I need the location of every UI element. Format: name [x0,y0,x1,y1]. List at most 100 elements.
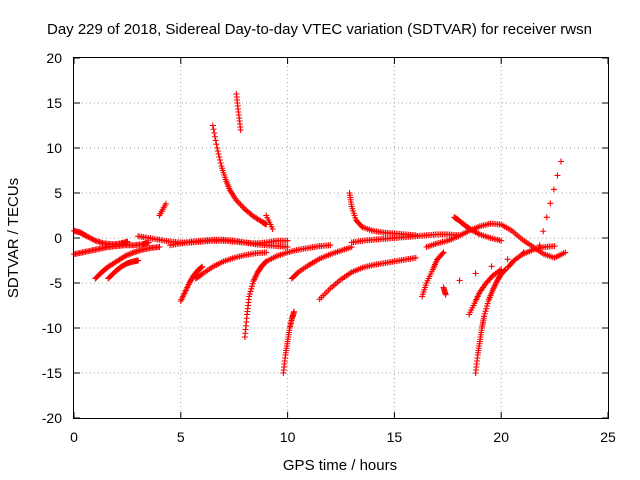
data-point [215,151,222,157]
series-arc-v [504,243,558,271]
data-point [540,228,547,235]
y-tick-label: 5 [54,185,62,201]
y-tick-label: -15 [42,365,62,381]
data-point [550,186,557,193]
data-point [439,250,446,257]
y-tick-label: -20 [42,410,62,426]
data-point [269,226,276,232]
x-axis-label: GPS time / hours [283,457,397,474]
data-point [442,291,449,298]
y-tick-label: 10 [46,140,62,156]
x-tick-label: 10 [280,429,296,445]
data-point [199,263,206,270]
series-arc-u [466,266,505,318]
plot-frame [73,57,609,419]
data-point [211,133,218,140]
series-arc-h [192,249,270,282]
series-arc-g [177,263,206,304]
series-arc-r [423,220,569,261]
data-point [237,201,244,208]
series-arc-x [263,212,276,232]
data-point [554,172,561,179]
data-point [122,253,129,259]
data-point [198,264,205,271]
series-arc-d [105,257,142,282]
series-arc-p [348,231,462,246]
data-point [483,303,490,310]
data-point [236,200,243,207]
x-tick-label: 20 [493,429,509,445]
x-tick-label: 0 [70,429,78,445]
data-point [558,158,565,165]
data-point [412,254,419,261]
data-point [284,237,291,244]
data-point [162,200,169,207]
data-point [212,137,219,144]
data-point [129,250,136,256]
data-point [440,249,447,256]
data-point [217,160,224,166]
series-arc-l [280,308,298,376]
series-arc-o [346,190,419,239]
data-point [551,243,558,250]
data-point [291,308,298,315]
data-point [210,126,217,133]
x-tick-label: 15 [387,429,403,445]
data-point [498,237,505,244]
data-point [498,266,505,273]
data-point [216,157,223,163]
y-axis-label: SDTVAR / TECUs [5,178,22,298]
data-point [127,250,134,257]
series-arc-j [233,91,244,133]
series-arc-q [419,249,447,300]
y-tick-label: 20 [46,50,62,66]
data-points [71,91,569,376]
data-point [327,242,334,249]
data-point [135,257,142,264]
data-point [562,249,569,256]
data-point [197,265,204,271]
data-point [240,204,247,211]
data-point [156,244,163,250]
series-arc-f [167,236,291,250]
series-arc-m [288,244,355,282]
data-point [543,214,550,221]
y-tick-label: 0 [54,230,62,246]
data-point [246,290,253,297]
data-point [214,145,221,151]
y-axis-ticks: -20 -15 -10 -5 0 5 10 15 20 [42,50,608,426]
data-point [536,242,543,249]
x-tick-label: 5 [177,429,185,445]
data-point [209,122,216,129]
series-arc-s [451,214,505,244]
chart-title: Day 229 of 2018, Sidereal Day-to-day VTE… [47,21,592,38]
data-point [472,270,479,277]
data-point [475,230,482,237]
series-isolated [440,158,565,298]
data-point [126,251,133,258]
x-tick-label: 25 [600,429,616,445]
series-arc-t [472,266,509,376]
series-arc-b [71,239,152,258]
data-point [123,252,130,259]
series-arc-c [92,244,163,282]
data-point [213,141,220,148]
data-point [547,200,554,207]
y-tick-label: -10 [42,320,62,336]
data-point [239,203,246,210]
data-point [263,249,270,256]
data-point [456,277,463,284]
data-point [237,127,244,133]
series-arc-n [316,254,419,303]
data-point [90,236,97,243]
data-point [496,267,503,274]
data-point [482,308,489,315]
data-point [124,238,131,245]
data-point [520,249,527,256]
data-point [211,130,218,136]
y-tick-label: 15 [46,95,62,111]
data-point [125,251,132,258]
data-point [284,244,291,250]
series-arc-i [209,122,270,228]
